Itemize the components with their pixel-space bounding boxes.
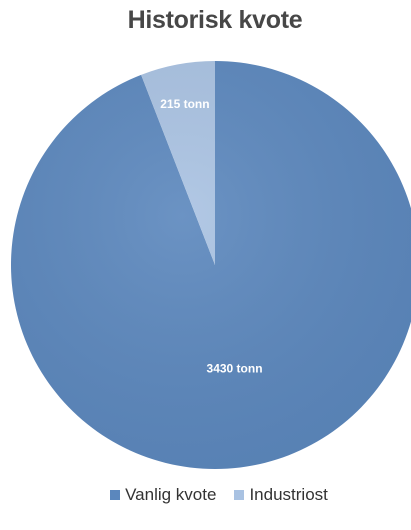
legend-swatch-industriost [234, 490, 245, 500]
legend-swatch-vanlig-kvote [110, 490, 121, 500]
data-label-industriost: 215 tonn [160, 97, 209, 111]
legend-item-industriost: Industriost [234, 485, 328, 505]
chart-legend: Vanlig kvote Industriost [0, 485, 411, 505]
pie-shading [11, 61, 411, 469]
legend-label-vanlig-kvote: Vanlig kvote [125, 485, 217, 504]
legend-item-vanlig-kvote: Vanlig kvote [110, 485, 216, 505]
pie-chart: 3430 tonn 215 tonn [11, 61, 411, 469]
chart-title: Historisk kvote [127, 6, 303, 34]
legend-label-industriost: Industriost [249, 485, 328, 504]
data-label-vanlig-kvote: 3430 tonn [207, 361, 263, 375]
